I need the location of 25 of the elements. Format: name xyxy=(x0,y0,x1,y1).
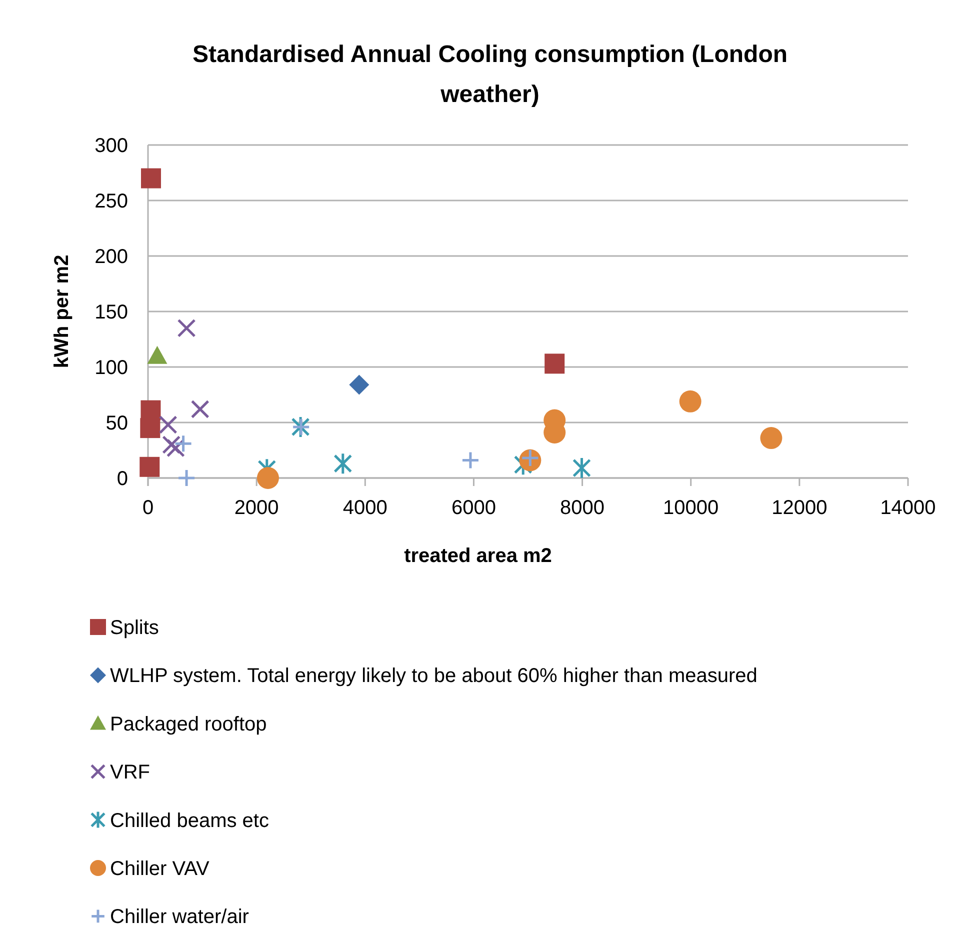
y-tick-label: 50 xyxy=(106,412,128,434)
x-tick-label: 10000 xyxy=(663,497,719,519)
x-tick-label: 14000 xyxy=(880,497,936,519)
y-axis-title: kWh per m2 xyxy=(51,254,73,368)
y-tick-label: 250 xyxy=(94,190,128,212)
y-tick-label: 0 xyxy=(116,468,128,490)
y-tick-label: 300 xyxy=(94,135,128,157)
y-tick-label: 150 xyxy=(94,302,128,324)
legend-label: Chiller water/air xyxy=(110,906,250,928)
x-tick-label: 4000 xyxy=(342,497,388,519)
x-tick-label: 0 xyxy=(142,497,154,519)
legend-label: Chilled beams etc xyxy=(110,810,269,832)
y-tick-label: 200 xyxy=(94,246,128,268)
x-tick-label: 2000 xyxy=(234,497,279,519)
x-tick-label: 6000 xyxy=(451,497,496,519)
y-tick-label: 100 xyxy=(94,357,128,379)
x-tick-label: 8000 xyxy=(560,497,605,519)
legend-label: Splits xyxy=(110,617,159,639)
legend-label: WLHP system. Total energy likely to be about 60% higher than measured xyxy=(110,665,758,688)
legend-label: VRF xyxy=(110,762,150,784)
chart-title: Standardised Annual Cooling consumption (London weather) xyxy=(192,41,788,108)
x-axis-title: treated area m2 xyxy=(404,545,552,567)
legend-label: Chiller VAV xyxy=(110,858,210,880)
x-tick-label: 12000 xyxy=(772,497,828,519)
legend-label: Packaged rooftop xyxy=(110,713,267,736)
